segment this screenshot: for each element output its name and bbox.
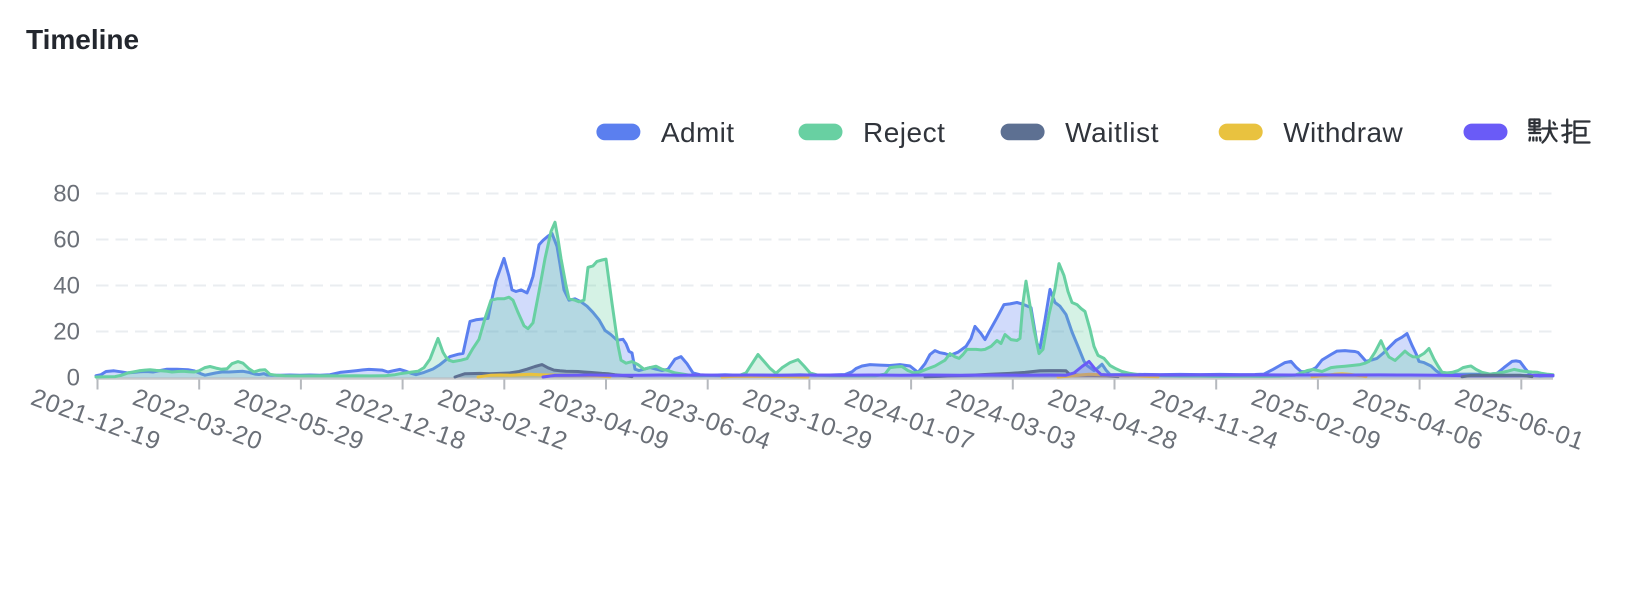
svg-text:20: 20 (53, 319, 80, 346)
svg-text:Withdraw: Withdraw (1283, 117, 1403, 148)
svg-text:Waitlist: Waitlist (1065, 117, 1159, 148)
svg-text:60: 60 (53, 227, 80, 254)
svg-text:80: 80 (53, 181, 80, 208)
svg-text:Reject: Reject (863, 117, 945, 148)
svg-text:Timeline: Timeline (26, 24, 139, 55)
svg-text:0: 0 (67, 365, 80, 392)
svg-text:40: 40 (53, 273, 80, 300)
svg-text:Admit: Admit (661, 117, 735, 148)
